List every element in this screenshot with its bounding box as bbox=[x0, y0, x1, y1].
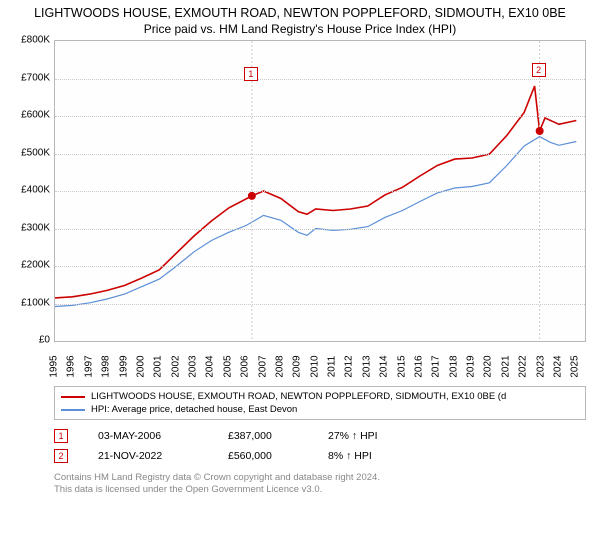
gridline bbox=[55, 304, 585, 305]
x-axis-label: 2006 bbox=[240, 352, 251, 382]
x-axis-label: 1995 bbox=[49, 352, 60, 382]
transaction-date: 03-MAY-2006 bbox=[98, 430, 198, 442]
transaction-row: 1 03-MAY-2006 £387,000 27% ↑ HPI bbox=[54, 426, 590, 446]
x-axis-label: 2018 bbox=[448, 352, 459, 382]
x-axis-label: 2020 bbox=[483, 352, 494, 382]
x-axis-label: 1999 bbox=[118, 352, 129, 382]
x-axis-label: 2014 bbox=[379, 352, 390, 382]
x-axis-label: 2011 bbox=[327, 352, 338, 382]
gridline bbox=[55, 116, 585, 117]
footer-line: Contains HM Land Registry data © Crown c… bbox=[54, 472, 590, 484]
x-axis-label: 2010 bbox=[309, 352, 320, 382]
legend: LIGHTWOODS HOUSE, EXMOUTH ROAD, NEWTON P… bbox=[54, 386, 586, 420]
transaction-price: £387,000 bbox=[228, 430, 298, 442]
chart-container: LIGHTWOODS HOUSE, EXMOUTH ROAD, NEWTON P… bbox=[0, 0, 600, 560]
x-axis-label: 2003 bbox=[188, 352, 199, 382]
y-axis-label: £100K bbox=[10, 297, 50, 308]
title-block: LIGHTWOODS HOUSE, EXMOUTH ROAD, NEWTON P… bbox=[10, 6, 590, 36]
x-axis-label: 2001 bbox=[153, 352, 164, 382]
transaction-pct: 27% ↑ HPI bbox=[328, 430, 428, 442]
y-axis-label: £400K bbox=[10, 185, 50, 196]
x-axis-label: 2025 bbox=[570, 352, 581, 382]
x-axis-label: 2016 bbox=[413, 352, 424, 382]
y-axis-label: £800K bbox=[10, 35, 50, 46]
legend-label: LIGHTWOODS HOUSE, EXMOUTH ROAD, NEWTON P… bbox=[91, 391, 506, 402]
y-axis-label: £500K bbox=[10, 147, 50, 158]
transaction-price: £560,000 bbox=[228, 450, 298, 462]
x-axis-label: 2004 bbox=[205, 352, 216, 382]
x-axis-label: 2022 bbox=[518, 352, 529, 382]
gridline bbox=[55, 266, 585, 267]
x-axis-label: 2000 bbox=[135, 352, 146, 382]
footer-attribution: Contains HM Land Registry data © Crown c… bbox=[54, 472, 590, 497]
chart-area: £0£100K£200K£300K£400K£500K£600K£700K£80… bbox=[10, 40, 590, 380]
x-axis-label: 2023 bbox=[535, 352, 546, 382]
x-axis-label: 2013 bbox=[361, 352, 372, 382]
footer-line: This data is licensed under the Open Gov… bbox=[54, 484, 590, 496]
x-axis-label: 2005 bbox=[222, 352, 233, 382]
y-axis-label: £700K bbox=[10, 72, 50, 83]
legend-item: HPI: Average price, detached house, East… bbox=[61, 403, 579, 416]
legend-swatch bbox=[61, 396, 85, 398]
gridline bbox=[55, 79, 585, 80]
legend-label: HPI: Average price, detached house, East… bbox=[91, 404, 297, 415]
x-axis-label: 2008 bbox=[274, 352, 285, 382]
x-axis-label: 2021 bbox=[500, 352, 511, 382]
transaction-marker: 1 bbox=[54, 429, 68, 443]
gridline bbox=[55, 154, 585, 155]
gridline bbox=[55, 191, 585, 192]
marker-dot bbox=[248, 192, 256, 200]
legend-item: LIGHTWOODS HOUSE, EXMOUTH ROAD, NEWTON P… bbox=[61, 390, 579, 403]
y-axis-label: £200K bbox=[10, 260, 50, 271]
gridline bbox=[55, 229, 585, 230]
marker-dot bbox=[536, 127, 544, 135]
x-axis-label: 2015 bbox=[396, 352, 407, 382]
x-axis-label: 2019 bbox=[466, 352, 477, 382]
y-axis-label: £300K bbox=[10, 222, 50, 233]
transaction-pct: 8% ↑ HPI bbox=[328, 450, 428, 462]
y-axis-label: £0 bbox=[10, 335, 50, 346]
plot-region bbox=[54, 40, 586, 342]
transaction-marker: 2 bbox=[54, 449, 68, 463]
marker-label: 2 bbox=[532, 63, 546, 77]
x-axis-label: 2002 bbox=[170, 352, 181, 382]
transaction-row: 2 21-NOV-2022 £560,000 8% ↑ HPI bbox=[54, 446, 590, 466]
x-axis-label: 1998 bbox=[101, 352, 112, 382]
x-axis-label: 1997 bbox=[83, 352, 94, 382]
transaction-date: 21-NOV-2022 bbox=[98, 450, 198, 462]
x-axis-label: 2009 bbox=[292, 352, 303, 382]
chart-title: LIGHTWOODS HOUSE, EXMOUTH ROAD, NEWTON P… bbox=[10, 6, 590, 20]
x-axis-label: 2012 bbox=[344, 352, 355, 382]
x-axis-label: 1996 bbox=[66, 352, 77, 382]
x-axis-label: 2007 bbox=[257, 352, 268, 382]
chart-subtitle: Price paid vs. HM Land Registry's House … bbox=[10, 22, 590, 36]
y-axis-label: £600K bbox=[10, 110, 50, 121]
legend-swatch bbox=[61, 409, 85, 411]
x-axis-label: 2017 bbox=[431, 352, 442, 382]
transaction-table: 1 03-MAY-2006 £387,000 27% ↑ HPI 2 21-NOV-202… bbox=[54, 426, 590, 466]
marker-label: 1 bbox=[244, 67, 258, 81]
x-axis-label: 2024 bbox=[552, 352, 563, 382]
